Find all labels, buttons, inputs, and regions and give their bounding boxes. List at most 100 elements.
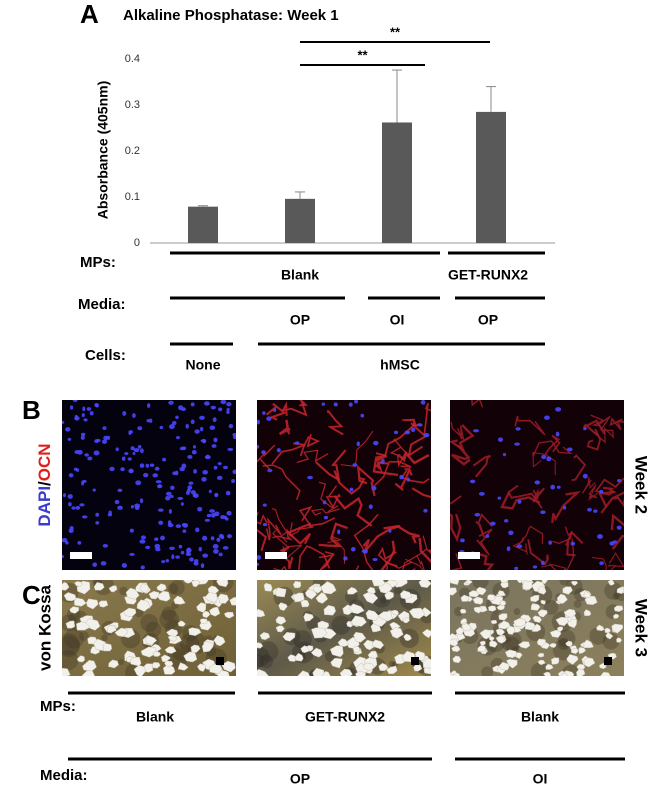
nucleus bbox=[420, 400, 426, 405]
particle bbox=[391, 609, 399, 616]
time-label: Week 3 bbox=[632, 599, 651, 657]
nucleus bbox=[143, 472, 149, 478]
nucleus bbox=[157, 508, 164, 512]
nucleus bbox=[587, 507, 592, 512]
ocn-signal bbox=[265, 517, 282, 541]
nucleus bbox=[555, 407, 562, 412]
particle bbox=[530, 603, 541, 611]
particle bbox=[62, 668, 71, 676]
nucleus bbox=[103, 435, 109, 441]
nucleus bbox=[95, 521, 100, 525]
particle bbox=[86, 598, 99, 610]
scale-bar bbox=[70, 552, 92, 559]
nucleus bbox=[129, 528, 134, 533]
nucleus bbox=[218, 407, 223, 412]
ocn-signal bbox=[299, 400, 309, 407]
nucleus bbox=[127, 457, 132, 461]
nucleus bbox=[170, 485, 175, 490]
particle bbox=[362, 662, 375, 671]
nucleus bbox=[67, 437, 72, 441]
nucleus bbox=[167, 520, 172, 526]
nucleus bbox=[262, 411, 266, 415]
nucleus bbox=[89, 411, 94, 416]
dark-deposit bbox=[78, 631, 89, 641]
nucleus bbox=[371, 485, 377, 491]
condition-value: Blank bbox=[281, 267, 319, 283]
particle bbox=[605, 632, 614, 640]
nucleus bbox=[216, 475, 223, 480]
particle bbox=[479, 629, 492, 640]
nucleus bbox=[206, 513, 212, 518]
nucleus bbox=[373, 440, 379, 446]
ocn-signal bbox=[327, 535, 346, 564]
image-bg bbox=[257, 400, 431, 570]
bar bbox=[382, 122, 412, 243]
dark-deposit bbox=[500, 630, 522, 652]
particle bbox=[489, 640, 498, 648]
particle bbox=[156, 583, 167, 592]
particle bbox=[76, 655, 85, 663]
nucleus bbox=[262, 503, 267, 507]
nucleus bbox=[140, 448, 144, 454]
particle bbox=[148, 590, 160, 600]
dark-deposit bbox=[589, 627, 608, 645]
scale-bar bbox=[265, 552, 287, 559]
ocn-signal bbox=[257, 514, 268, 525]
ocn-signal bbox=[418, 537, 431, 564]
particle bbox=[450, 580, 460, 585]
nucleus bbox=[80, 432, 86, 437]
particle bbox=[524, 621, 536, 631]
ocn-signal bbox=[587, 484, 598, 501]
nucleus bbox=[79, 503, 85, 507]
nucleus bbox=[149, 463, 155, 467]
panel-label: A bbox=[80, 0, 99, 29]
nucleus bbox=[226, 407, 230, 412]
particle bbox=[418, 580, 431, 588]
nucleus bbox=[72, 400, 78, 403]
nucleus bbox=[360, 413, 365, 418]
particle bbox=[259, 632, 271, 640]
particle bbox=[315, 592, 329, 604]
nucleus bbox=[154, 543, 161, 549]
nucleus bbox=[176, 436, 180, 440]
particle bbox=[177, 662, 189, 671]
ocn-signal bbox=[610, 513, 624, 550]
stain-dapi: DAPI bbox=[35, 486, 54, 527]
particle bbox=[102, 642, 112, 652]
particle bbox=[69, 606, 79, 614]
particle bbox=[275, 616, 287, 625]
particle bbox=[522, 580, 533, 590]
ocn-signal bbox=[404, 555, 425, 570]
nucleus bbox=[145, 545, 151, 550]
ocn-signal bbox=[383, 525, 420, 544]
scale-marker bbox=[411, 657, 419, 665]
nucleus bbox=[122, 411, 127, 416]
nucleus bbox=[323, 515, 329, 520]
particle bbox=[504, 649, 517, 659]
ocn-signal bbox=[340, 430, 374, 467]
dark-deposit bbox=[481, 666, 493, 676]
particle bbox=[310, 647, 323, 658]
particle bbox=[498, 613, 508, 621]
nucleus bbox=[368, 504, 373, 510]
nucleus bbox=[333, 402, 338, 407]
scale-marker bbox=[216, 657, 224, 665]
error-bar bbox=[198, 205, 208, 207]
particle bbox=[348, 603, 365, 615]
ocn-signal bbox=[423, 402, 431, 435]
nucleus bbox=[165, 495, 171, 501]
particle bbox=[74, 581, 83, 587]
nucleus bbox=[567, 447, 573, 452]
nucleus bbox=[231, 479, 235, 484]
nucleus bbox=[261, 450, 266, 455]
particle bbox=[496, 604, 505, 611]
nucleus bbox=[186, 547, 192, 553]
condition-label: Cells: bbox=[85, 347, 126, 364]
nucleus bbox=[178, 544, 183, 549]
significance-label: ** bbox=[390, 24, 401, 39]
dark-deposit bbox=[557, 637, 570, 650]
particle bbox=[257, 642, 264, 649]
nucleus bbox=[540, 510, 546, 515]
particle bbox=[596, 624, 605, 632]
nucleus bbox=[132, 413, 136, 418]
